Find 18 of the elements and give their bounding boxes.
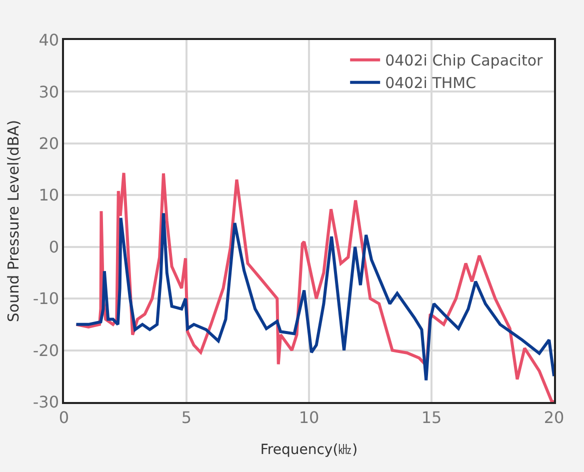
- line-series: [74, 171, 554, 402]
- x-tick-label: 10: [298, 408, 320, 427]
- y-tick-label: 30: [38, 82, 60, 102]
- line-series: [74, 212, 554, 382]
- x-tick-label: 5: [181, 408, 192, 427]
- y-tick-label: 20: [38, 134, 60, 154]
- y-tick-label: 10: [38, 186, 60, 205]
- x-tick-label: 20: [544, 408, 564, 427]
- legend-label: 0402i THMC: [385, 74, 476, 92]
- x-axis-title: Frequency(㎑): [260, 442, 358, 458]
- x-tick-label: 15: [421, 408, 442, 427]
- y-tick-label: -20: [32, 340, 60, 360]
- y-tick-label: 40: [38, 30, 60, 50]
- y-axis-title: Sound Pressure Level(dBA): [4, 120, 23, 322]
- y-tick-label: 0: [48, 237, 60, 256]
- y-tick-label: -10: [32, 289, 60, 308]
- legend-label: 0402i Chip Capacitor: [385, 52, 544, 70]
- y-tick-label: -30: [32, 392, 60, 412]
